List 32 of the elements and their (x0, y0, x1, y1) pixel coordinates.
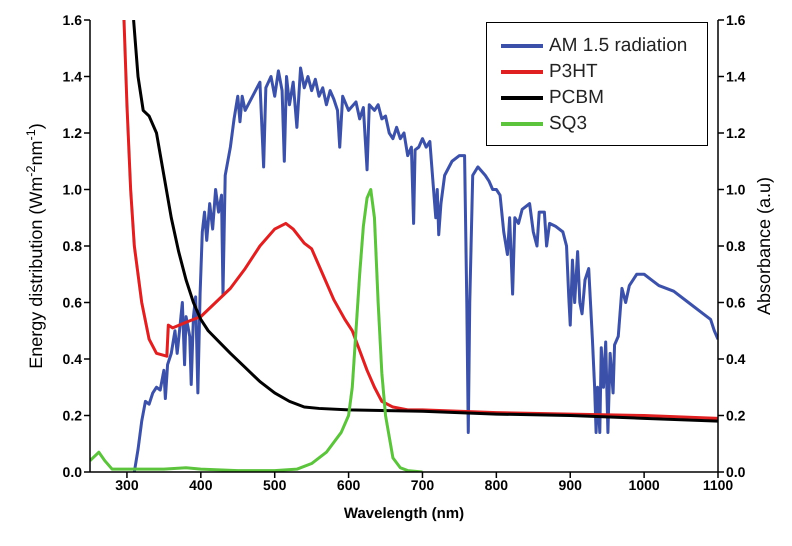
x-tick-label: 500 (263, 476, 287, 493)
x-tick-label: 300 (115, 476, 139, 493)
y-tick-label: 0.0 (62, 464, 82, 480)
y-tick-label: 1.2 (62, 124, 82, 141)
x-tick-label: 700 (410, 476, 434, 493)
y2-tick-label: 0.6 (726, 294, 746, 310)
legend-label: P3HT (549, 61, 598, 83)
x-tick-label: 400 (189, 476, 213, 493)
y-tick-label: 1.0 (62, 181, 82, 198)
y-tick-label: 1.4 (62, 68, 82, 84)
y-tick-label: 0.8 (62, 238, 82, 254)
x-tick-label: 800 (484, 476, 508, 493)
legend-label: SQ3 (549, 113, 588, 135)
y-tick-label: 0.2 (62, 407, 82, 424)
y2-tick-label: 1.0 (726, 181, 746, 198)
y2-tick-label: 1.2 (726, 124, 746, 141)
y2-tick-label: 0.4 (726, 350, 746, 367)
y2-tick-label: 1.6 (726, 12, 746, 28)
y-tick-label: 0.4 (62, 350, 82, 367)
x-tick-label: 600 (336, 476, 360, 493)
x-axis-title: Wavelength (nm) (344, 505, 464, 522)
y2-tick-label: 1.4 (726, 68, 746, 84)
y2-tick-label: 0.2 (726, 407, 746, 424)
line-series (90, 188, 424, 472)
x-tick-label: 900 (558, 476, 582, 493)
legend-label: PCBM (549, 87, 604, 109)
y2-tick-label: 0.8 (726, 238, 746, 254)
y2-axis-title: Absorbance (a.u) (754, 176, 774, 316)
y-tick-label: 1.6 (62, 12, 82, 28)
x-tick-label: 1000 (628, 476, 660, 493)
legend-label: AM 1.5 radiation (549, 35, 688, 57)
y-tick-label: 0.6 (62, 294, 82, 310)
